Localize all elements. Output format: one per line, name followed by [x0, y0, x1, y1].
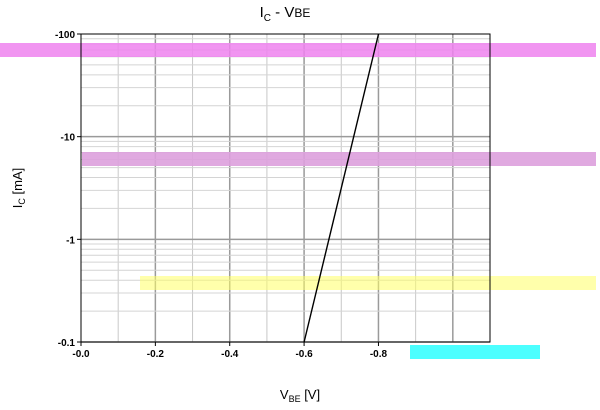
y-tick-label: -100 — [55, 30, 75, 41]
y-axis-label-rest: [mA] — [10, 168, 25, 198]
y-axis-label-sub: C — [17, 198, 27, 205]
chart-title-sub: C — [264, 13, 271, 24]
grid-layer — [81, 34, 490, 343]
x-tick-label: -0.2 — [147, 349, 165, 360]
x-tick-label: -0.4 — [221, 349, 239, 360]
highlight-band — [82, 152, 596, 166]
tick-layer: -0.0 -0.2 -0.4 -0.6 -0.8 -0.1 -1 -10 -100 — [55, 30, 388, 360]
y-tick-label: -10 — [61, 133, 76, 144]
chart-title: IC - VBE — [260, 4, 311, 24]
chart-title-rest: - V — [271, 4, 294, 21]
x-tick-label: -0.0 — [72, 349, 90, 360]
y-axis-label: IC [mA] — [10, 168, 27, 208]
x-axis-label-sub: BE — [289, 394, 301, 404]
x-tick-label: -0.6 — [295, 349, 313, 360]
y-axis-label-base: I — [10, 205, 25, 209]
y-tick-label: -1 — [66, 235, 75, 246]
x-tick-label: -0.8 — [370, 349, 388, 360]
highlight-band-layer — [0, 43, 596, 359]
y-tick-label: -0.1 — [58, 338, 76, 349]
series-layer — [303, 33, 380, 343]
highlight-band — [0, 43, 596, 57]
highlight-band — [410, 345, 540, 359]
chart-title-sub2: BE — [294, 6, 310, 20]
x-axis-label: VBE [V] — [280, 387, 320, 404]
chart-title-base: I — [260, 4, 264, 21]
plot-frame — [80, 33, 491, 343]
x-axis-label-base: V — [280, 387, 289, 402]
x-axis-label-rest: [V] — [301, 387, 321, 402]
highlight-band — [140, 276, 596, 290]
ic-vbe-curve — [303, 33, 380, 343]
